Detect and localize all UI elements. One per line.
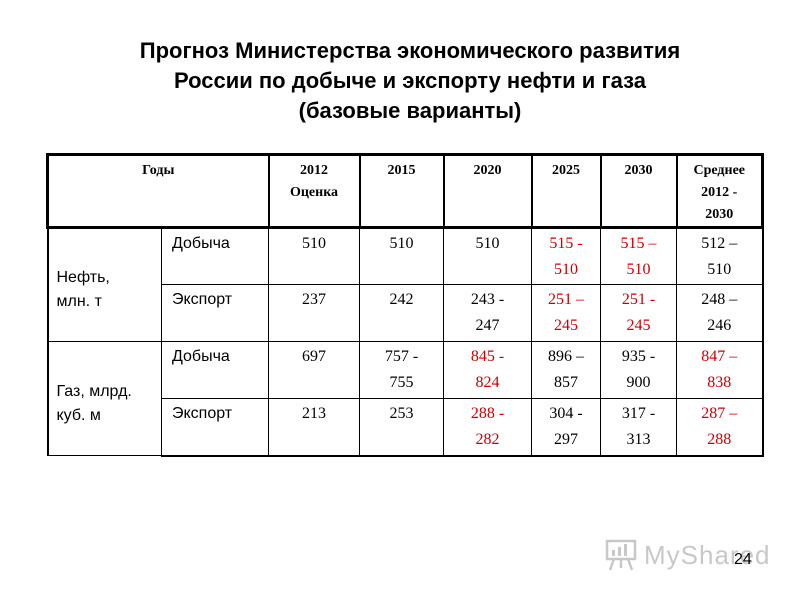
title-line-1: Прогноз Министерства экономического разв… <box>139 38 681 63</box>
cell-oil-production-2015: 510 <box>359 227 445 285</box>
cell-oil-production-2012: 510 <box>268 227 361 285</box>
row-oil-export: Экспорт 237 242 243 -247 251 –245 251 -2… <box>48 284 764 342</box>
cell-oil-production-2025: 515 -510 <box>531 227 602 285</box>
cell-oil-export-2020: 243 -247 <box>443 284 533 342</box>
cell-gas-production-2015: 757 -755 <box>359 341 445 399</box>
cell-gas-production-2012: 697 <box>268 341 361 399</box>
cell-oil-production-average: 512 –510 <box>676 227 764 285</box>
title-line-3: (базовые варианты) <box>298 98 522 123</box>
title-line-2: России по добыче и экспорту нефти и газа <box>173 68 646 93</box>
cell-oil-production-2020: 510 <box>443 227 533 285</box>
watermark-text: MyShared <box>644 540 771 570</box>
header-2012: 2012 Оценка <box>267 153 361 229</box>
row-gas-export: Экспорт 213 253 288 -282 304 -297 317 -3… <box>48 398 764 457</box>
cell-gas-export-2012: 213 <box>268 398 361 457</box>
header-2025: 2025 <box>530 153 602 229</box>
cell-gas-export-2025: 304 -297 <box>531 398 602 457</box>
cell-gas-production-2020: 845 -824 <box>443 341 533 399</box>
cell-oil-export-2025: 251 –245 <box>531 284 602 342</box>
presentation-board-icon <box>605 539 637 571</box>
cell-gas-export-2030: 317 -313 <box>600 398 678 457</box>
header-2030: 2030 <box>599 153 678 229</box>
header-years: Годы <box>45 153 270 229</box>
cell-gas-production-2025: 896 –857 <box>531 341 602 399</box>
type-oil-export: Экспорт <box>160 284 270 342</box>
slide-title: Прогноз Министерства экономического разв… <box>80 36 740 126</box>
cell-oil-export-2015: 242 <box>359 284 445 342</box>
cell-gas-export-average: 287 –288 <box>676 398 764 457</box>
watermark-logo: MyShared <box>604 536 770 576</box>
cell-gas-production-average: 847 –838 <box>676 341 764 399</box>
group-oil: Нефть, млн. т <box>46 227 162 342</box>
cell-gas-production-2030: 935 -900 <box>600 341 678 399</box>
cell-gas-export-2015: 253 <box>359 398 445 457</box>
row-oil-production: Нефть, млн. т Добыча 510 510 510 515 -510… <box>46 227 764 342</box>
cell-oil-export-2030: 251 -245 <box>600 284 678 342</box>
group-gas: Газ, млрд. куб. м <box>46 341 162 456</box>
type-gas-production: Добыча <box>160 341 270 399</box>
page-number: 24 <box>734 551 752 568</box>
type-gas-export: Экспорт <box>160 398 270 457</box>
header-row: Годы 2012 Оценка 2015 2020 2025 2030 Сред… <box>45 153 765 229</box>
header-2015: 2015 <box>358 153 445 229</box>
cell-oil-export-average: 248 –246 <box>676 284 764 342</box>
forecast-table: Годы 2012 Оценка 2015 2020 2025 2030 Сред… <box>45 153 765 457</box>
cell-oil-export-2012: 237 <box>268 284 361 342</box>
header-average: Среднее 2012 -2030 <box>675 153 765 229</box>
type-oil-production: Добыча <box>160 227 270 285</box>
header-2020: 2020 <box>442 153 533 229</box>
cell-oil-production-2030: 515 –510 <box>600 227 678 285</box>
row-gas-production: Газ, млрд. куб. м Добыча 697 757 -755 845… <box>46 341 764 456</box>
cell-gas-export-2020: 288 -282 <box>443 398 533 457</box>
